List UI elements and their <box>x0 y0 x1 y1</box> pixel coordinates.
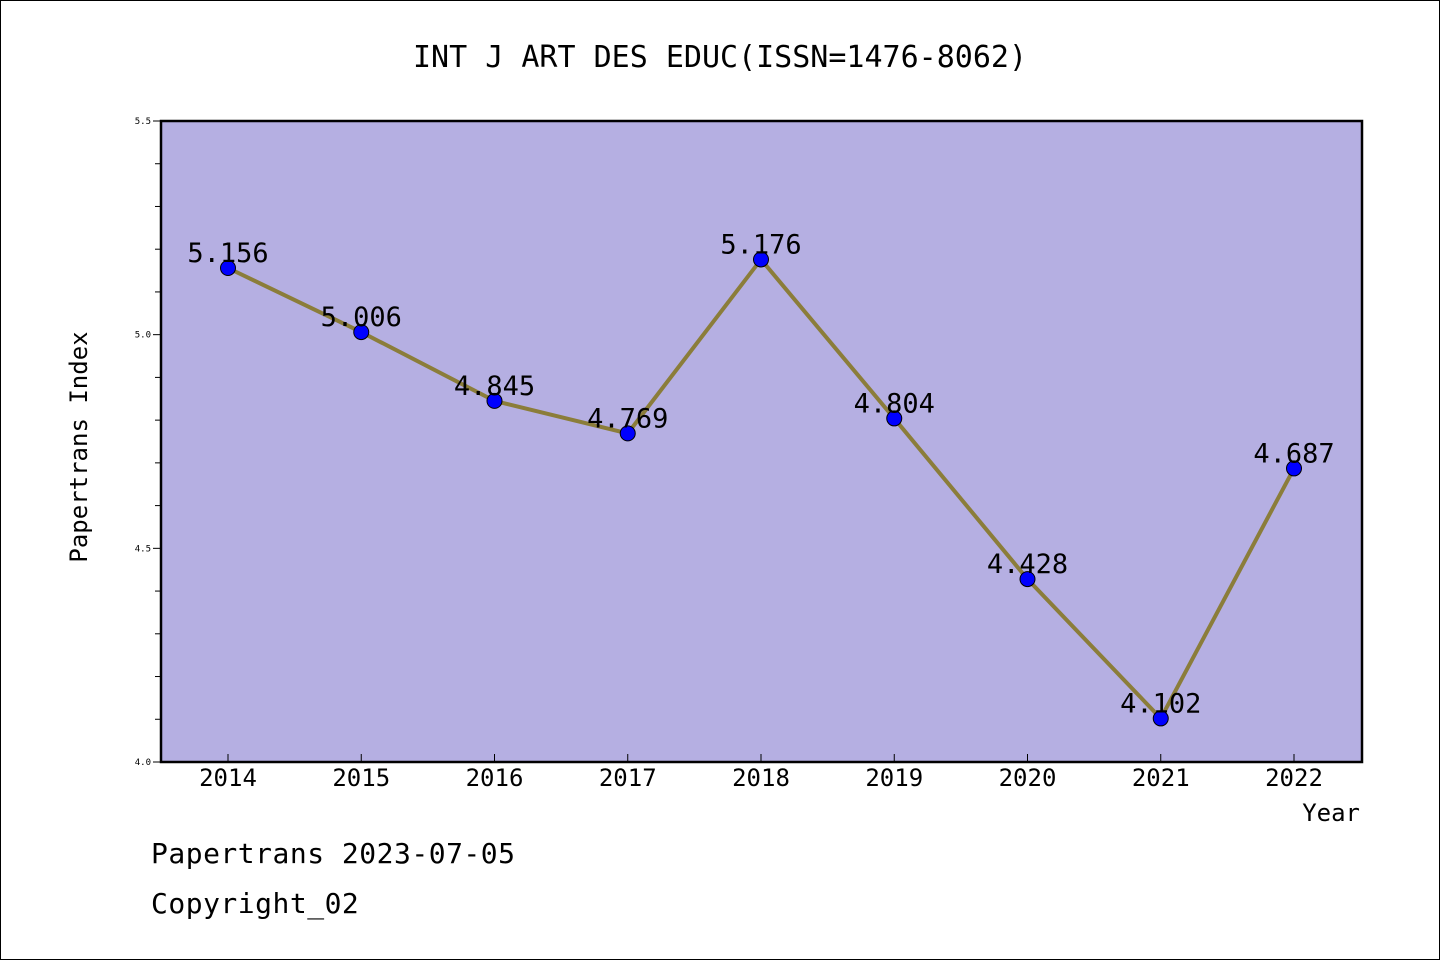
x-axis: 2014 2015 2016 2017 2018 2019 2020 2021 2022 <box>199 754 1323 792</box>
plot-border <box>159 119 1364 764</box>
data-point <box>886 410 903 427</box>
data-point <box>1152 710 1169 727</box>
x-tick-label: 2014 <box>199 764 257 792</box>
data-point <box>486 392 503 409</box>
footer-copyright: Copyright_02 <box>151 887 360 920</box>
y-axis: 4.0 4.5 5.0 5.5 <box>135 117 161 768</box>
footer-date: Papertrans 2023-07-05 <box>151 837 516 870</box>
data-point <box>619 425 636 442</box>
data-point <box>753 251 769 268</box>
data-label: 4.102 <box>1120 688 1201 719</box>
plot-area <box>161 121 1362 762</box>
data-label: 5.006 <box>321 302 402 333</box>
x-tick-label: 2020 <box>999 764 1057 792</box>
y-tick-label: 5.0 <box>135 331 151 341</box>
x-tick-label: 2022 <box>1265 764 1323 792</box>
x-tick-label: 2018 <box>732 764 790 792</box>
data-label: 5.156 <box>187 238 268 269</box>
y-tick-label: 5.5 <box>135 117 151 127</box>
y-axis-label: Papertrans Index <box>65 331 93 562</box>
data-label: 4.845 <box>454 371 535 402</box>
x-axis-label: Year <box>1302 799 1360 827</box>
x-tick-label: 2015 <box>332 764 390 792</box>
data-point <box>353 324 370 341</box>
data-label: 4.687 <box>1253 438 1334 469</box>
y-tick-label: 4.5 <box>135 544 151 554</box>
data-label: 5.176 <box>720 229 801 260</box>
x-tick-label: 2016 <box>466 764 524 792</box>
x-tick-label: 2017 <box>599 764 657 792</box>
data-series: 5.156 5.006 4.845 4.769 5.176 4.804 4.428 4.102… <box>187 229 1335 727</box>
y-tick-label: 4.0 <box>135 758 151 768</box>
x-tick-label: 2021 <box>1132 764 1190 792</box>
data-label: 4.769 <box>587 403 668 434</box>
x-tick-label: 2019 <box>865 764 923 792</box>
data-label: 4.428 <box>987 549 1068 580</box>
data-label: 4.804 <box>854 388 935 419</box>
data-point <box>1286 460 1302 477</box>
data-point <box>1019 571 1036 588</box>
data-point <box>220 260 236 277</box>
chart-title: INT J ART DES EDUC(ISSN=1476-8062) <box>413 40 1027 75</box>
